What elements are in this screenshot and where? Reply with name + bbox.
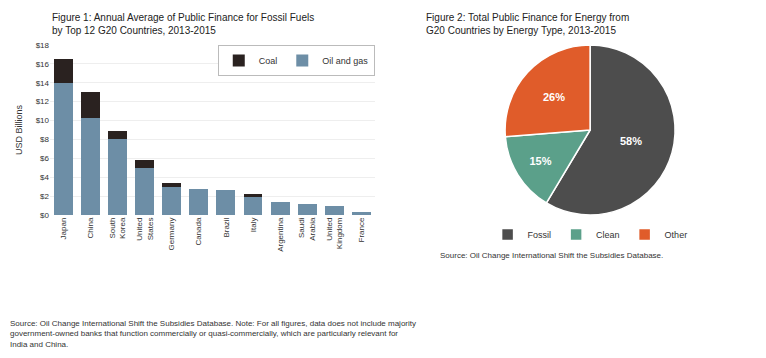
svg-text:Other: Other <box>665 230 688 240</box>
svg-text:SaudiArabia: SaudiArabia <box>298 217 317 241</box>
svg-text:Fossil: Fossil <box>528 230 552 240</box>
svg-text:$2: $2 <box>40 192 49 201</box>
svg-text:26%: 26% <box>543 91 565 103</box>
svg-text:Canada: Canada <box>194 217 203 246</box>
svg-text:$12: $12 <box>36 97 50 106</box>
svg-text:$8: $8 <box>40 135 49 144</box>
svg-text:Oil and gas: Oil and gas <box>322 56 368 66</box>
svg-text:Source: Oil Change Internation: Source: Oil Change International Shift t… <box>10 319 416 349</box>
svg-text:Germany: Germany <box>167 218 176 251</box>
svg-text:Japan: Japan <box>59 218 68 240</box>
svg-text:Clean: Clean <box>596 230 620 240</box>
svg-text:Source: Oil Change Internation: Source: Oil Change International Shift t… <box>440 251 663 260</box>
svg-text:France: France <box>357 217 366 242</box>
svg-text:China: China <box>86 217 95 238</box>
svg-text:$16: $16 <box>36 60 50 69</box>
svg-text:15%: 15% <box>529 155 551 167</box>
svg-text:UnitedStates: UnitedStates <box>135 218 154 241</box>
svg-text:$4: $4 <box>40 173 49 182</box>
svg-text:Italy: Italy <box>249 218 258 233</box>
svg-text:SouthKorea: SouthKorea <box>108 217 127 239</box>
svg-text:Figure 2: Total Public Finance: Figure 2: Total Public Finance for Energ… <box>426 12 629 36</box>
svg-text:$0: $0 <box>40 211 49 220</box>
svg-text:$10: $10 <box>36 116 50 125</box>
svg-text:58%: 58% <box>620 135 642 147</box>
svg-text:$14: $14 <box>36 79 50 88</box>
svg-text:$18: $18 <box>36 41 50 50</box>
svg-text:Argentina: Argentina <box>276 217 285 252</box>
svg-text:UnitedKingdom: UnitedKingdom <box>325 217 344 249</box>
svg-text:Figure 1: Annual Average of Pu: Figure 1: Annual Average of Public Finan… <box>52 12 314 36</box>
svg-text:Brazil: Brazil <box>222 217 231 237</box>
svg-text:Coal: Coal <box>259 56 278 66</box>
svg-text:$6: $6 <box>40 154 49 163</box>
svg-text:USD Billions: USD Billions <box>14 104 24 155</box>
